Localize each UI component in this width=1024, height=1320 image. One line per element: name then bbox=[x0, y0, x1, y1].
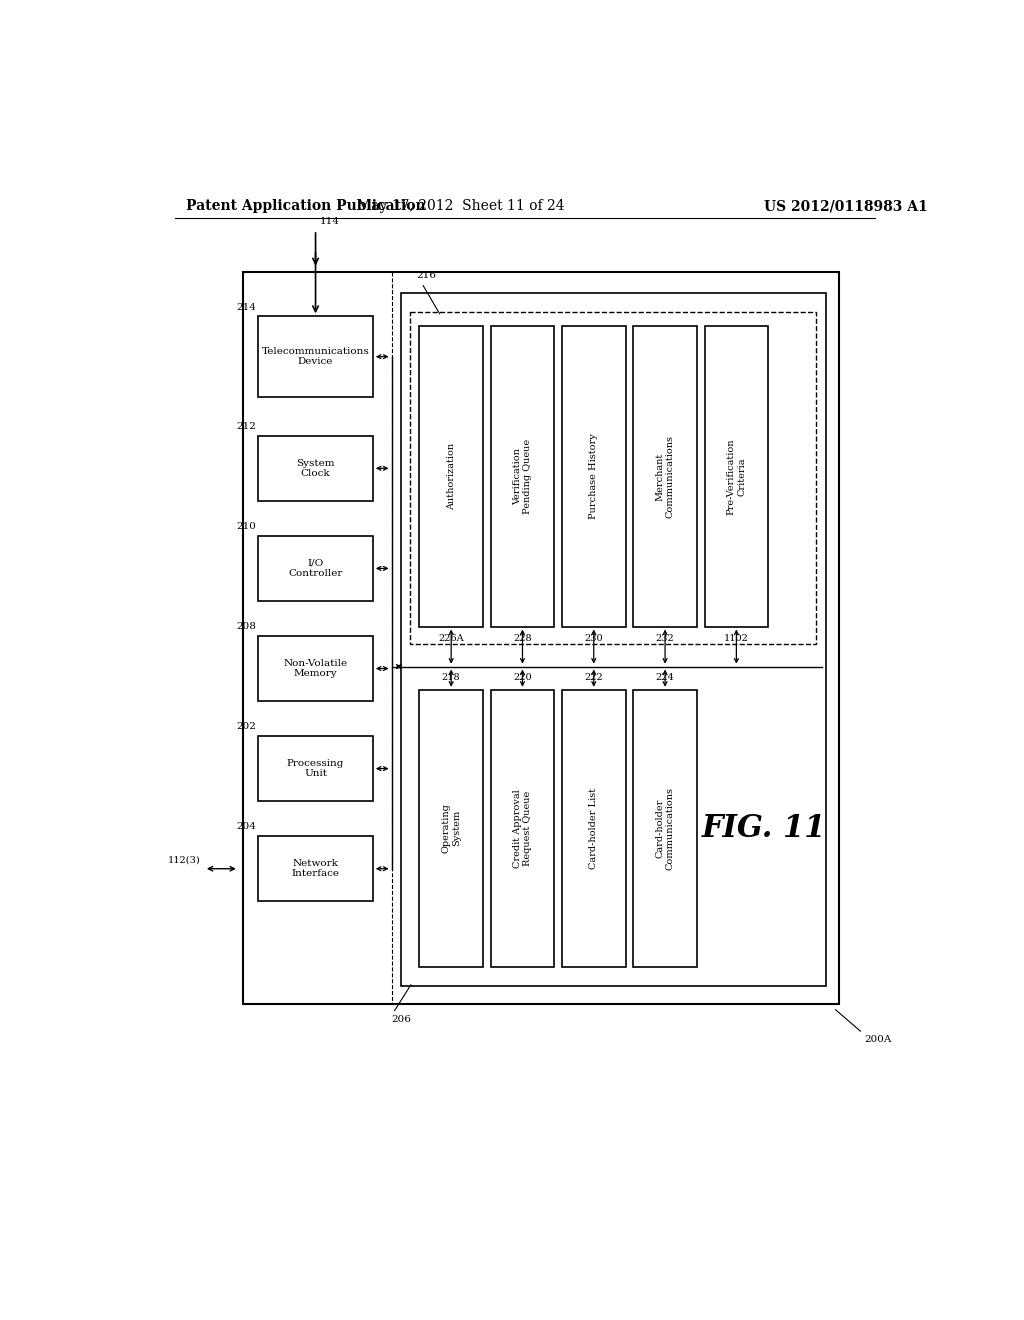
Text: US 2012/0118983 A1: US 2012/0118983 A1 bbox=[764, 199, 928, 213]
Text: Processing
Unit: Processing Unit bbox=[287, 759, 344, 779]
Text: 114: 114 bbox=[319, 218, 339, 226]
Bar bbox=[490, 326, 554, 627]
Bar bbox=[258, 836, 373, 902]
Text: 226A: 226A bbox=[438, 635, 464, 643]
Text: Operating
System: Operating System bbox=[441, 804, 461, 853]
Text: Authorization: Authorization bbox=[446, 442, 456, 510]
Bar bbox=[633, 689, 697, 966]
Text: 230: 230 bbox=[585, 635, 603, 643]
Text: Network
Interface: Network Interface bbox=[292, 859, 340, 878]
Bar bbox=[420, 689, 483, 966]
Text: Verification
Pending Queue: Verification Pending Queue bbox=[513, 438, 532, 513]
Bar bbox=[633, 326, 697, 627]
Bar bbox=[562, 326, 626, 627]
Text: 224: 224 bbox=[655, 673, 675, 682]
Bar bbox=[705, 326, 768, 627]
Text: 232: 232 bbox=[655, 635, 675, 643]
Bar bbox=[400, 293, 825, 986]
Bar bbox=[490, 689, 554, 966]
Text: Merchant
Communications: Merchant Communications bbox=[655, 434, 675, 517]
Text: 212: 212 bbox=[237, 422, 257, 430]
Text: Credit Approval
Request Queue: Credit Approval Request Queue bbox=[513, 789, 532, 867]
Bar bbox=[258, 436, 373, 502]
Text: System
Clock: System Clock bbox=[296, 458, 335, 478]
Text: 208: 208 bbox=[237, 622, 257, 631]
Text: 1102: 1102 bbox=[724, 635, 749, 643]
Text: 220: 220 bbox=[513, 673, 531, 682]
Text: 202: 202 bbox=[237, 722, 257, 731]
Text: Purchase History: Purchase History bbox=[589, 433, 598, 519]
Text: 216: 216 bbox=[417, 271, 436, 280]
Text: I/O
Controller: I/O Controller bbox=[289, 558, 343, 578]
Bar bbox=[258, 636, 373, 701]
Bar bbox=[258, 737, 373, 801]
Text: FIG. 11: FIG. 11 bbox=[701, 813, 825, 843]
Text: 112(3): 112(3) bbox=[167, 855, 200, 865]
Text: Patent Application Publication: Patent Application Publication bbox=[186, 199, 426, 213]
Bar bbox=[410, 313, 816, 644]
Text: Telecommunications
Device: Telecommunications Device bbox=[262, 347, 370, 367]
Bar bbox=[420, 326, 483, 627]
Text: Non-Volatile
Memory: Non-Volatile Memory bbox=[284, 659, 347, 678]
Bar bbox=[258, 536, 373, 601]
Text: Pre-Verification
Criteria: Pre-Verification Criteria bbox=[727, 438, 746, 515]
Text: Card-holder List: Card-holder List bbox=[589, 788, 598, 869]
Bar bbox=[258, 317, 373, 397]
Text: 214: 214 bbox=[237, 302, 257, 312]
Text: 200A: 200A bbox=[864, 1035, 892, 1044]
Text: 218: 218 bbox=[442, 673, 461, 682]
Text: 228: 228 bbox=[513, 635, 531, 643]
Text: Card-holder
Communications: Card-holder Communications bbox=[655, 787, 675, 870]
Text: 204: 204 bbox=[237, 822, 257, 832]
Text: May 17, 2012  Sheet 11 of 24: May 17, 2012 Sheet 11 of 24 bbox=[357, 199, 565, 213]
Bar bbox=[243, 272, 840, 1003]
Text: 222: 222 bbox=[585, 673, 603, 682]
Text: 210: 210 bbox=[237, 523, 257, 531]
Bar bbox=[562, 689, 626, 966]
Text: 206: 206 bbox=[391, 1015, 412, 1024]
